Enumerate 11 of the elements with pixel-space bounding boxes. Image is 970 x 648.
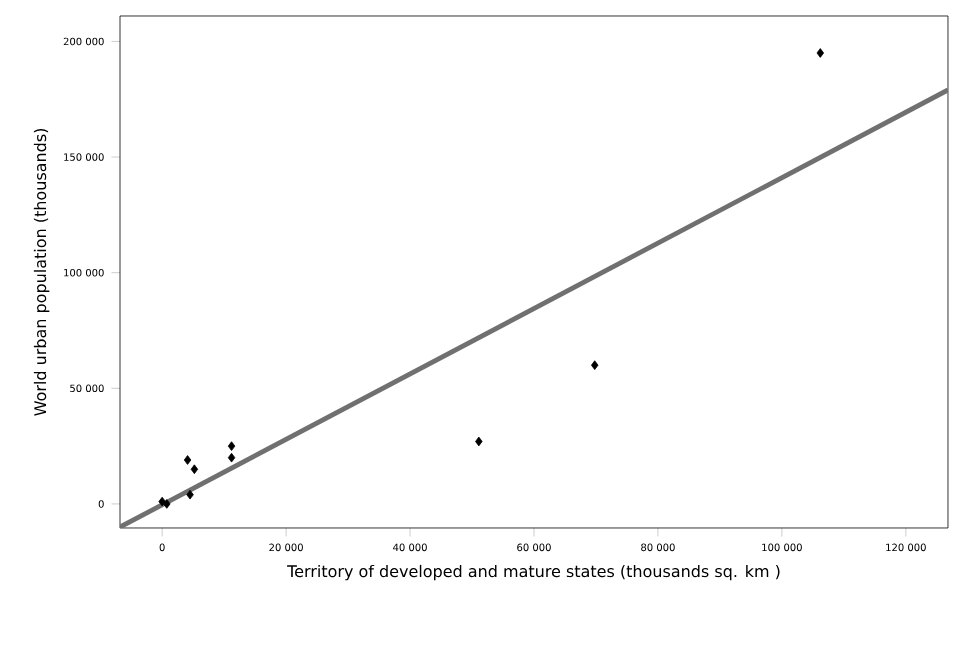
point <box>183 455 192 465</box>
point <box>186 489 194 500</box>
point <box>227 452 236 463</box>
point <box>591 360 599 370</box>
point <box>816 48 825 58</box>
point <box>475 436 483 447</box>
x-axis-title: Territory of developed and mature states (thousands sq. km ) <box>287 564 780 581</box>
point <box>190 464 199 475</box>
point <box>227 441 236 451</box>
y-axis-title: World urban population (thousands) <box>33 128 50 416</box>
point <box>163 499 171 509</box>
